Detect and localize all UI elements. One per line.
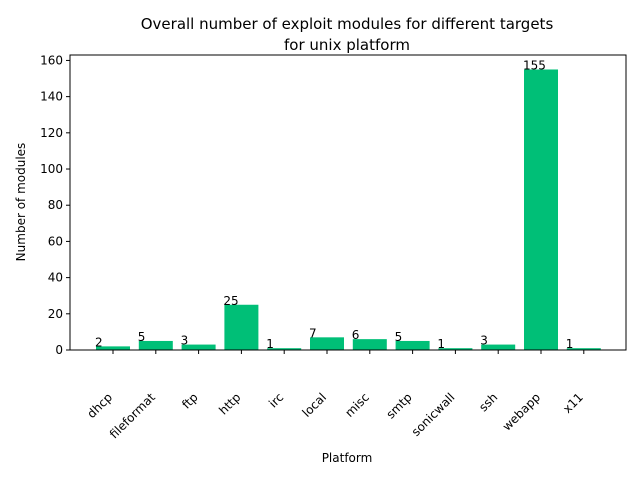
x-tick-label-ftp: ftp [179, 390, 200, 411]
data-label-ssh: 3 [480, 334, 488, 348]
y-tick-label-0: 0 [55, 343, 63, 357]
x-tick-label-irc: irc [266, 390, 286, 410]
y-tick-label-160: 160 [40, 53, 63, 67]
data-label-webapp: 155 [523, 58, 546, 72]
data-label-local: 7 [309, 326, 317, 340]
y-tick-label-60: 60 [48, 234, 63, 248]
data-label-fileformat: 5 [138, 330, 146, 344]
y-tick-label-100: 100 [40, 162, 63, 176]
x-tick-label-smtp: smtp [383, 390, 414, 421]
y-axis: 0 20 40 60 80 100 120 140 160 [40, 53, 70, 357]
bar-misc [352, 339, 387, 350]
data-label-x11: 1 [566, 337, 574, 351]
bar-x11 [566, 348, 601, 350]
x-tick-label-local: local [299, 390, 329, 420]
chart-subtitle: for unix platform [284, 36, 410, 54]
data-label-http: 25 [223, 294, 238, 308]
x-tick-label-x11: x11 [560, 390, 586, 416]
bar-ssh [481, 344, 516, 350]
x-tick-label-fileformat: fileformat [107, 390, 158, 441]
y-tick-label-40: 40 [48, 271, 63, 285]
bar-smtp [395, 340, 430, 350]
bar-fileformat [138, 340, 173, 350]
chart-title: Overall number of exploit modules for di… [141, 15, 554, 33]
y-tick-label-80: 80 [48, 198, 63, 212]
bar-ftp [181, 344, 216, 350]
bars-group [96, 69, 601, 351]
bar-local [310, 337, 344, 350]
data-label-smtp: 5 [395, 330, 403, 344]
bar-http [224, 304, 259, 350]
y-tick-label-20: 20 [48, 307, 63, 321]
y-tick-label-140: 140 [40, 90, 63, 104]
data-label-irc: 1 [266, 337, 274, 351]
bar-irc [267, 348, 302, 350]
data-label-dhcp: 2 [95, 335, 103, 349]
x-tick-label-sonicwall: sonicwall [409, 390, 458, 439]
x-tick-label-misc: misc [342, 390, 372, 420]
x-tick-label-dhcp: dhcp [84, 390, 115, 421]
y-axis-label: Number of modules [14, 143, 28, 262]
bar-dhcp [96, 346, 130, 350]
data-label-sonicwall: 1 [437, 337, 445, 351]
y-tick-label-120: 120 [40, 126, 63, 140]
plot-frame [69, 54, 627, 351]
x-tick-label-webapp: webapp [500, 390, 543, 433]
x-tick-label-ssh: ssh [476, 390, 500, 414]
data-label-misc: 6 [352, 328, 360, 342]
bar-sonicwall [438, 348, 473, 350]
data-label-ftp: 3 [181, 334, 189, 348]
bar-webapp [524, 69, 558, 351]
x-tick-label-http: http [216, 390, 243, 417]
x-axis-label: Platform [322, 451, 373, 465]
